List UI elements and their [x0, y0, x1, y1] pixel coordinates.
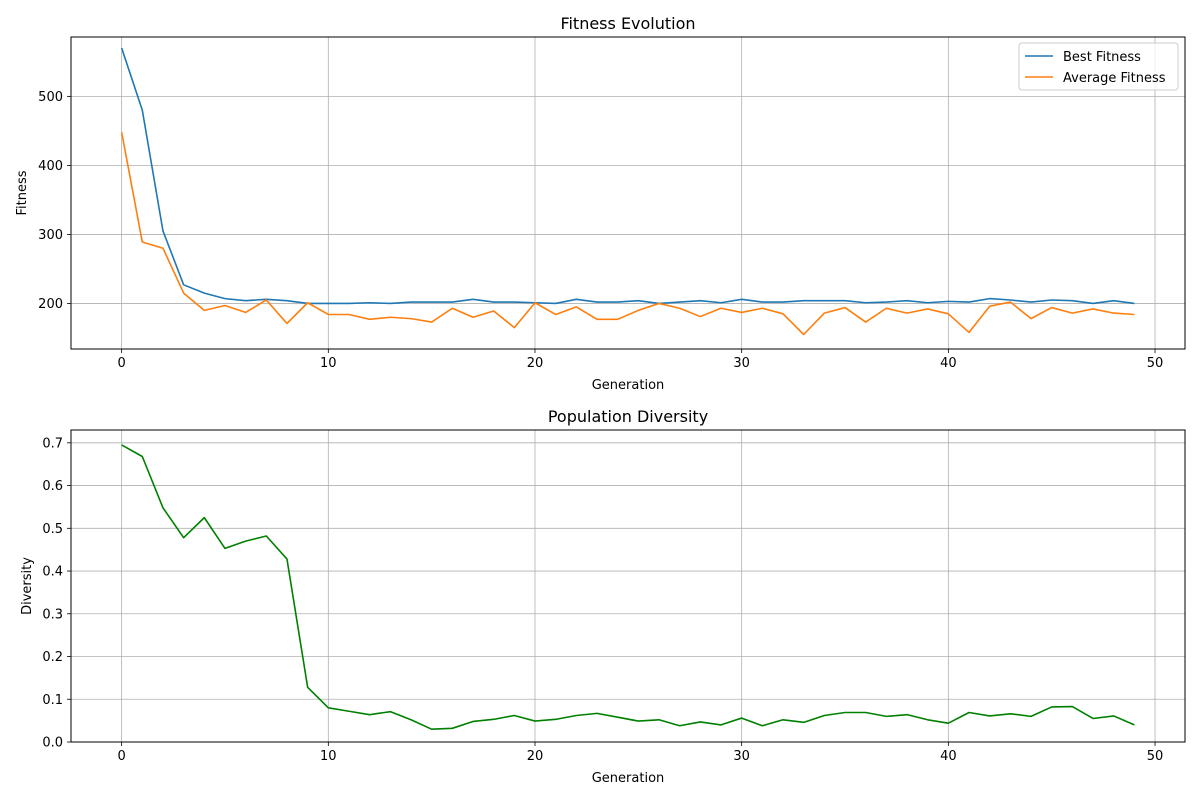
series-line-average-fitness: [120, 132, 1135, 336]
diversity-ticks: 0 10 20 30 40 50 0.0 0.1 0.2 0.3 0.4 0.5 0.6 0.7: [42, 436, 1163, 764]
legend-label-average-fitness: Average Fitness: [1063, 71, 1166, 86]
diversity-subplot: 0 10 20 30 40 50 0.0 0.1 0.2 0.3 0.4 0.5 0.6 0.7 Popu…: [20, 407, 1186, 786]
fitness-subplot: 0 10 20 30 40 50 200 300 400 500 Fitness Evolutio…: [15, 14, 1186, 393]
fitness-y-axis-label: Fitness: [15, 170, 30, 215]
x-tick-label: 30: [733, 356, 750, 371]
y-tick-label: 500: [38, 90, 63, 105]
diversity-x-axis-label: Generation: [592, 771, 665, 786]
x-tick-label: 20: [527, 749, 544, 764]
fitness-legend: Best Fitness Average Fitness: [1018, 42, 1179, 91]
fitness-ticks: 0 10 20 30 40 50 200 300 400 500: [38, 90, 1163, 371]
x-tick-label: 30: [733, 749, 750, 764]
fitness-series: [120, 47, 1135, 336]
series-line-diversity: [121, 444, 1135, 730]
x-tick-label: 50: [1147, 356, 1164, 371]
diversity-series: [121, 444, 1135, 730]
fitness-x-axis-label: Generation: [592, 378, 665, 393]
y-tick-label: 0.6: [42, 479, 63, 494]
y-tick-label: 0.4: [42, 565, 63, 580]
x-tick-label: 50: [1147, 749, 1164, 764]
x-tick-label: 0: [117, 749, 125, 764]
x-tick-label: 0: [117, 356, 125, 371]
diversity-chart-title: Population Diversity: [548, 407, 708, 426]
x-tick-label: 20: [527, 356, 544, 371]
y-tick-label: 0.3: [42, 607, 63, 622]
y-tick-label: 0.5: [42, 522, 63, 537]
y-tick-label: 0.1: [42, 693, 63, 708]
legend-frame: [1018, 42, 1179, 91]
fitness-chart-title: Fitness Evolution: [560, 14, 695, 33]
y-tick-label: 0.0: [42, 736, 63, 751]
legend-label-best-fitness: Best Fitness: [1063, 50, 1141, 65]
series-line-best-fitness: [120, 47, 1135, 305]
x-tick-label: 10: [320, 749, 337, 764]
x-tick-label: 10: [320, 356, 337, 371]
diversity-y-axis-label: Diversity: [20, 557, 35, 615]
x-tick-label: 40: [940, 356, 957, 371]
x-tick-label: 40: [940, 749, 957, 764]
y-tick-label: 400: [38, 159, 63, 174]
y-tick-label: 0.2: [42, 650, 63, 665]
y-tick-label: 200: [38, 297, 63, 312]
diversity-plot-frame: [70, 429, 1186, 743]
fitness-plot-frame: [70, 36, 1186, 350]
y-tick-label: 300: [38, 228, 63, 243]
y-tick-label: 0.7: [42, 436, 63, 451]
